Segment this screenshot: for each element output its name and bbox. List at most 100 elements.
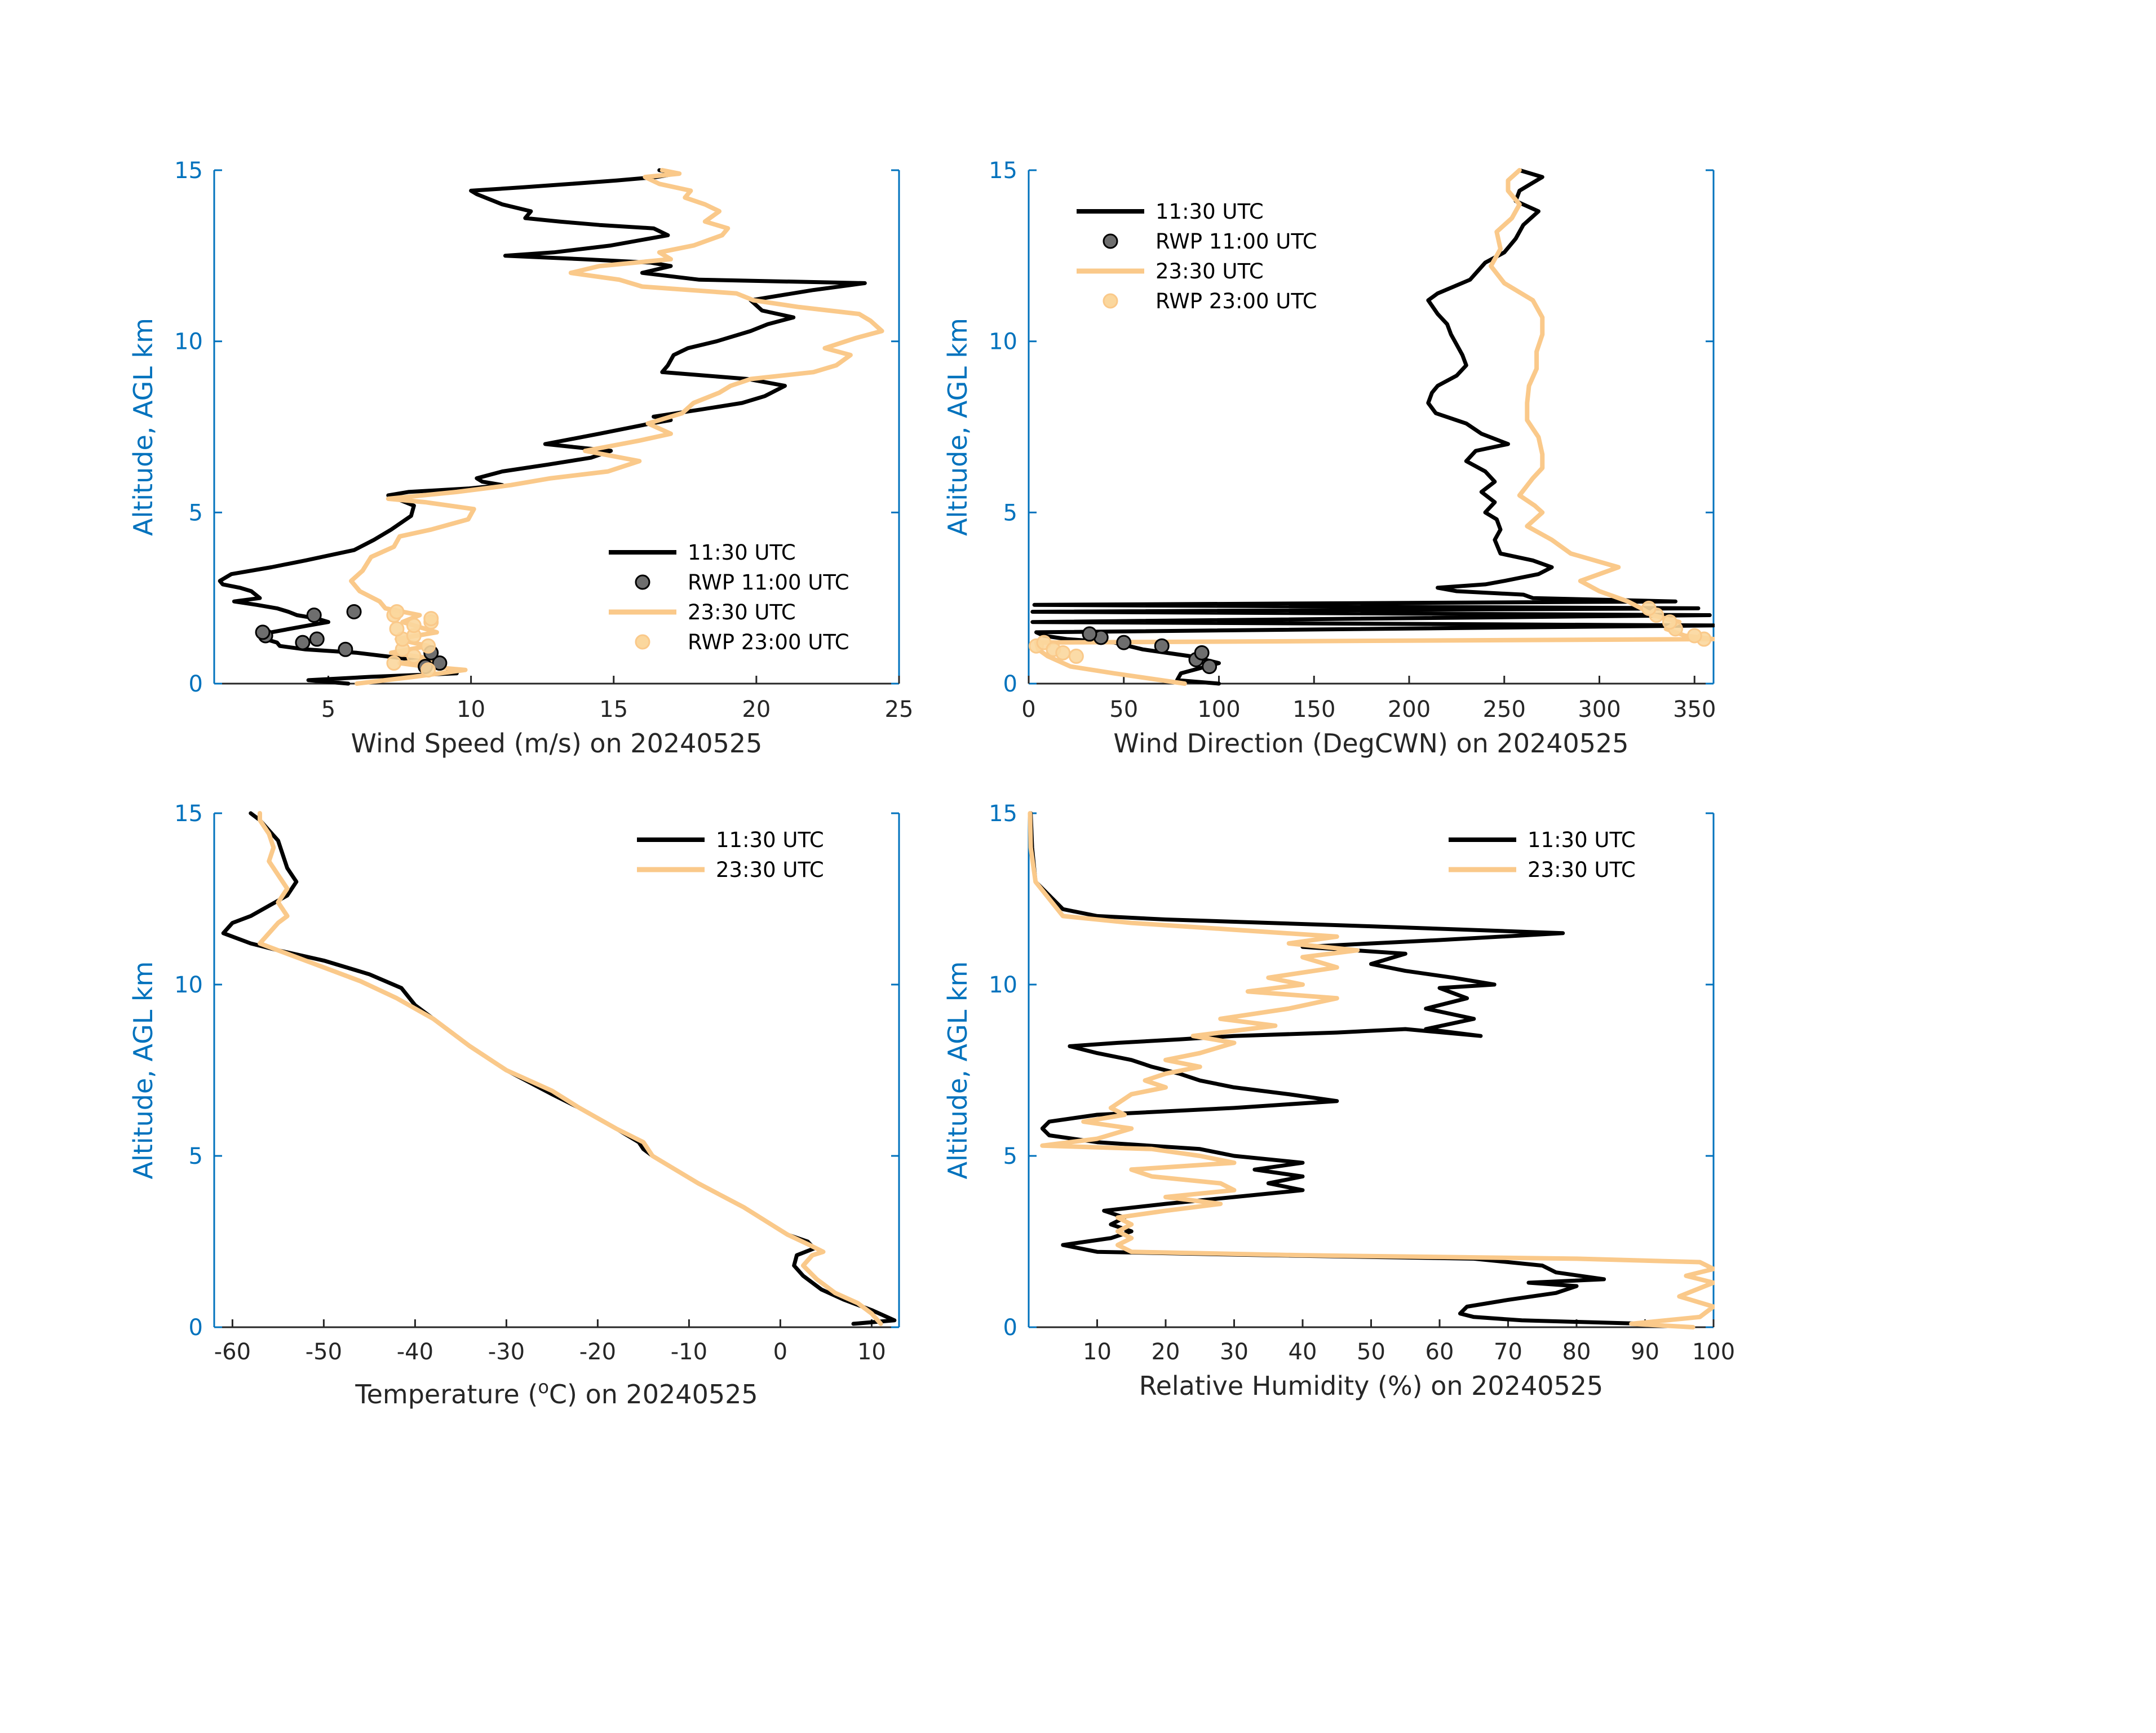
rwp-marker — [406, 648, 422, 664]
legend-entry-label: RWP 11:00 UTC — [688, 570, 849, 595]
x-tick-label: 30 — [1220, 1339, 1249, 1365]
rwp-marker — [386, 655, 402, 671]
series-line-11-30-utc — [1029, 811, 1647, 1326]
legend: 11:30 UTC 23:30 UTC — [637, 828, 824, 882]
plot-area — [221, 811, 897, 1326]
series-line-23-30-utc — [1028, 811, 1715, 1329]
series-line-11-30-utc — [1030, 168, 1715, 686]
x-tick-label: 5 — [321, 697, 335, 723]
rwp-marker — [1068, 648, 1084, 664]
legend-entry-label: RWP 23:00 UTC — [688, 630, 849, 654]
x-tick-label: 25 — [885, 697, 914, 723]
y-tick-label: 0 — [1003, 1315, 1017, 1341]
x-axis-label-part: C) on 20240525 — [549, 1379, 758, 1410]
x-tick-label: 10 — [1083, 1339, 1112, 1365]
plot-area — [218, 168, 884, 686]
y-tick-label: 10 — [989, 329, 1017, 355]
legend-entry-label: 11:30 UTC — [716, 828, 824, 852]
y-tick-label: 5 — [189, 500, 203, 526]
x-tick-label: 0 — [773, 1339, 787, 1365]
y-axis-label: Altitude, AGL km — [942, 318, 973, 536]
x-tick-label: 350 — [1673, 697, 1716, 723]
x-tick-label: 200 — [1388, 697, 1431, 723]
x-tick-label: -30 — [488, 1339, 525, 1365]
x-tick-label: 20 — [742, 697, 771, 723]
rwp-marker — [432, 655, 448, 671]
y-tick-label: 0 — [189, 1315, 203, 1341]
series-line-23-30-utc — [349, 168, 884, 686]
rwp-marker — [423, 611, 439, 627]
series-line-11-30-utc — [218, 168, 867, 686]
y-tick-label: 15 — [989, 801, 1017, 827]
legend-entry-label: 23:30 UTC — [688, 600, 796, 624]
series-line-23-30-utc — [1034, 168, 1715, 686]
rwp-marker — [406, 618, 422, 633]
x-tick-label: -60 — [214, 1339, 251, 1365]
x-tick-label: 10 — [857, 1339, 886, 1365]
x-tick-label: 70 — [1494, 1339, 1522, 1365]
rwp-marker — [1082, 626, 1097, 642]
y-tick-label: 15 — [174, 158, 203, 184]
x-axis-label: Wind Direction (DegCWN) on 20240525 — [1113, 728, 1628, 759]
legend: 11:30 UTC RWP 11:00 UTC 23:30 UTC RWP 23:00… — [1077, 200, 1317, 313]
x-tick-label: 10 — [457, 697, 485, 723]
legend-entry-label: RWP 11:00 UTC — [1156, 229, 1317, 254]
rwp-marker — [338, 641, 353, 657]
rwp-marker — [1686, 628, 1702, 644]
rwp-marker — [1055, 645, 1071, 661]
legend: 11:30 UTC 23:30 UTC — [1449, 828, 1636, 882]
rwp-marker — [1202, 659, 1218, 675]
legend-marker-swatch — [1103, 233, 1118, 249]
rwp-marker — [389, 621, 405, 637]
legend-entry-label: 23:30 UTC — [1156, 259, 1264, 283]
x-tick-label: 150 — [1292, 697, 1335, 723]
degree-symbol: o — [538, 1376, 549, 1398]
x-tick-label: 40 — [1289, 1339, 1317, 1365]
y-tick-label: 5 — [189, 1143, 203, 1169]
plot-area — [1029, 168, 1715, 686]
x-axis-label-part: Temperature ( — [355, 1379, 538, 1410]
x-axis-label: Relative Humidity (%) on 20240525 — [1139, 1371, 1604, 1401]
rwp-marker — [420, 662, 436, 678]
rwp-marker — [1194, 645, 1210, 661]
x-tick-label: -20 — [579, 1339, 616, 1365]
rwp-marker — [1154, 638, 1170, 654]
legend-entry-label: 11:30 UTC — [1528, 828, 1636, 852]
legend-marker-swatch — [635, 634, 650, 650]
y-axis-label: Altitude, AGL km — [128, 961, 158, 1179]
x-tick-label: 300 — [1578, 697, 1621, 723]
x-tick-label: 100 — [1197, 697, 1240, 723]
x-tick-label: -40 — [397, 1339, 433, 1365]
rwp-marker — [346, 604, 362, 619]
legend-entry-label: RWP 23:00 UTC — [1156, 289, 1317, 313]
x-tick-label: -50 — [306, 1339, 342, 1365]
wind-speed-panel: 0 5 10 15 5 10 15 20 25 Altitude, AGL km Wind Spee… — [128, 158, 913, 759]
rwp-marker — [255, 624, 271, 640]
rwp-marker — [1662, 614, 1677, 630]
temperature-panel: 0 5 10 15 -60 -50 -40 -30 -20 -10 0 10 Altitude, AGL… — [128, 801, 900, 1410]
y-tick-label: 10 — [989, 972, 1017, 998]
rwp-marker — [389, 604, 405, 619]
x-tick-label: 80 — [1562, 1339, 1591, 1365]
rwp-marker — [1116, 635, 1132, 650]
y-tick-label: 10 — [174, 972, 203, 998]
x-tick-label: 15 — [599, 697, 628, 723]
y-tick-label: 15 — [989, 158, 1017, 184]
y-tick-label: 0 — [189, 671, 203, 697]
x-tick-label: 60 — [1425, 1339, 1454, 1365]
x-tick-label: 0 — [1021, 697, 1035, 723]
x-axis-label: Wind Speed (m/s) on 20240525 — [351, 728, 763, 759]
rwp-marker — [295, 635, 311, 650]
x-tick-label: 50 — [1109, 697, 1138, 723]
y-tick-label: 15 — [174, 801, 203, 827]
x-tick-label: -10 — [671, 1339, 707, 1365]
plot-area — [1028, 811, 1715, 1329]
legend-entry-label: 11:30 UTC — [1156, 200, 1264, 224]
series-line-23-30-utc — [258, 811, 883, 1326]
legend-marker-swatch — [635, 574, 650, 590]
legend-entry-label: 23:30 UTC — [716, 858, 824, 882]
rwp-marker — [306, 608, 322, 623]
y-tick-label: 5 — [1003, 500, 1017, 526]
